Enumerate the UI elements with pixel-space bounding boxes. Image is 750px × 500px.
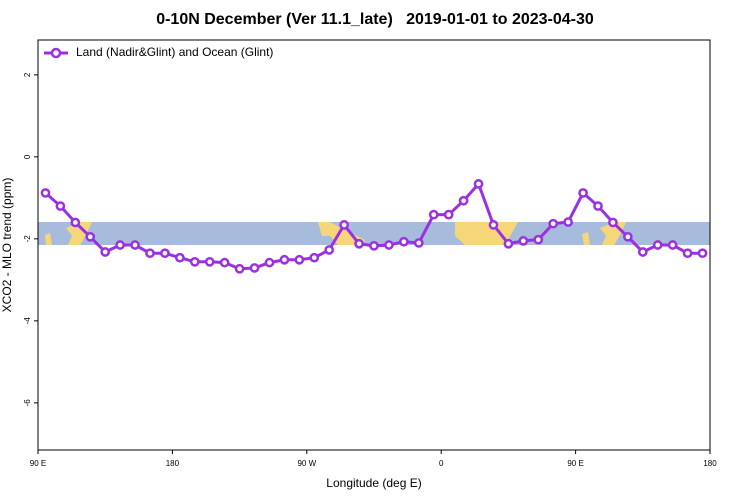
data-point (175, 252, 185, 263)
y-tick-label: -4 (23, 317, 32, 325)
x-tick-label: 90 W (297, 459, 316, 468)
data-point (548, 218, 559, 229)
x-tick-label: 180 (703, 459, 717, 468)
x-tick-label: 90 E (30, 459, 46, 468)
data-point (623, 231, 633, 242)
x-tick-label: 180 (166, 459, 180, 468)
data-point (354, 238, 364, 249)
data-point (249, 263, 260, 273)
legend-label: Land (Nadir&Glint) and Ocean (Glint) (76, 45, 273, 59)
data-point (473, 179, 484, 189)
data-point (413, 238, 424, 248)
data-point (533, 234, 544, 245)
y-tick-label: -2 (23, 235, 32, 243)
legend-marker (50, 47, 62, 59)
data-point (70, 217, 81, 228)
plot-frame (37, 39, 711, 451)
data-point (488, 220, 499, 230)
data-point (85, 231, 96, 242)
data-point (339, 220, 349, 230)
data-point (682, 248, 693, 259)
data-point (443, 209, 454, 220)
data-point (130, 240, 140, 250)
data-point (294, 254, 305, 265)
y-tick-label: -6 (23, 399, 32, 407)
data-point (279, 254, 290, 265)
x-tick-label: 90 E (567, 459, 583, 468)
y-tick-label: 0 (23, 154, 32, 159)
data-point (40, 188, 51, 198)
data-point (667, 240, 678, 250)
data-point (219, 257, 230, 268)
data-point (55, 201, 66, 211)
data-point (563, 217, 573, 227)
data-point (608, 217, 618, 228)
data-point (503, 238, 514, 249)
data-point (652, 240, 663, 250)
data-point (384, 240, 394, 250)
data-point (145, 248, 155, 259)
data-point (458, 195, 469, 206)
data-point (518, 236, 529, 246)
data-point (637, 247, 648, 257)
data-point (369, 240, 379, 251)
data-point (204, 256, 215, 267)
data-point (593, 201, 603, 211)
data-point (578, 188, 588, 198)
data-point (264, 257, 275, 268)
x-axis-label: Longitude (deg E) (326, 476, 421, 490)
data-point (309, 252, 320, 263)
y-axis-label: XCO2 - MLO trend (ppm) (0, 178, 14, 313)
x-tick-label: 0 (439, 459, 444, 468)
data-point (115, 240, 125, 250)
data-point (324, 245, 335, 255)
y-tick-label: 2 (23, 72, 32, 77)
data-point (428, 209, 439, 220)
data-point (100, 247, 111, 257)
data-point (697, 248, 708, 259)
chart-title: 0-10N December (Ver 11.1_late) 2019-01-0… (156, 11, 594, 28)
data-point (189, 256, 200, 267)
data-point (399, 236, 409, 247)
data-point (234, 263, 245, 274)
data-point (160, 248, 170, 259)
